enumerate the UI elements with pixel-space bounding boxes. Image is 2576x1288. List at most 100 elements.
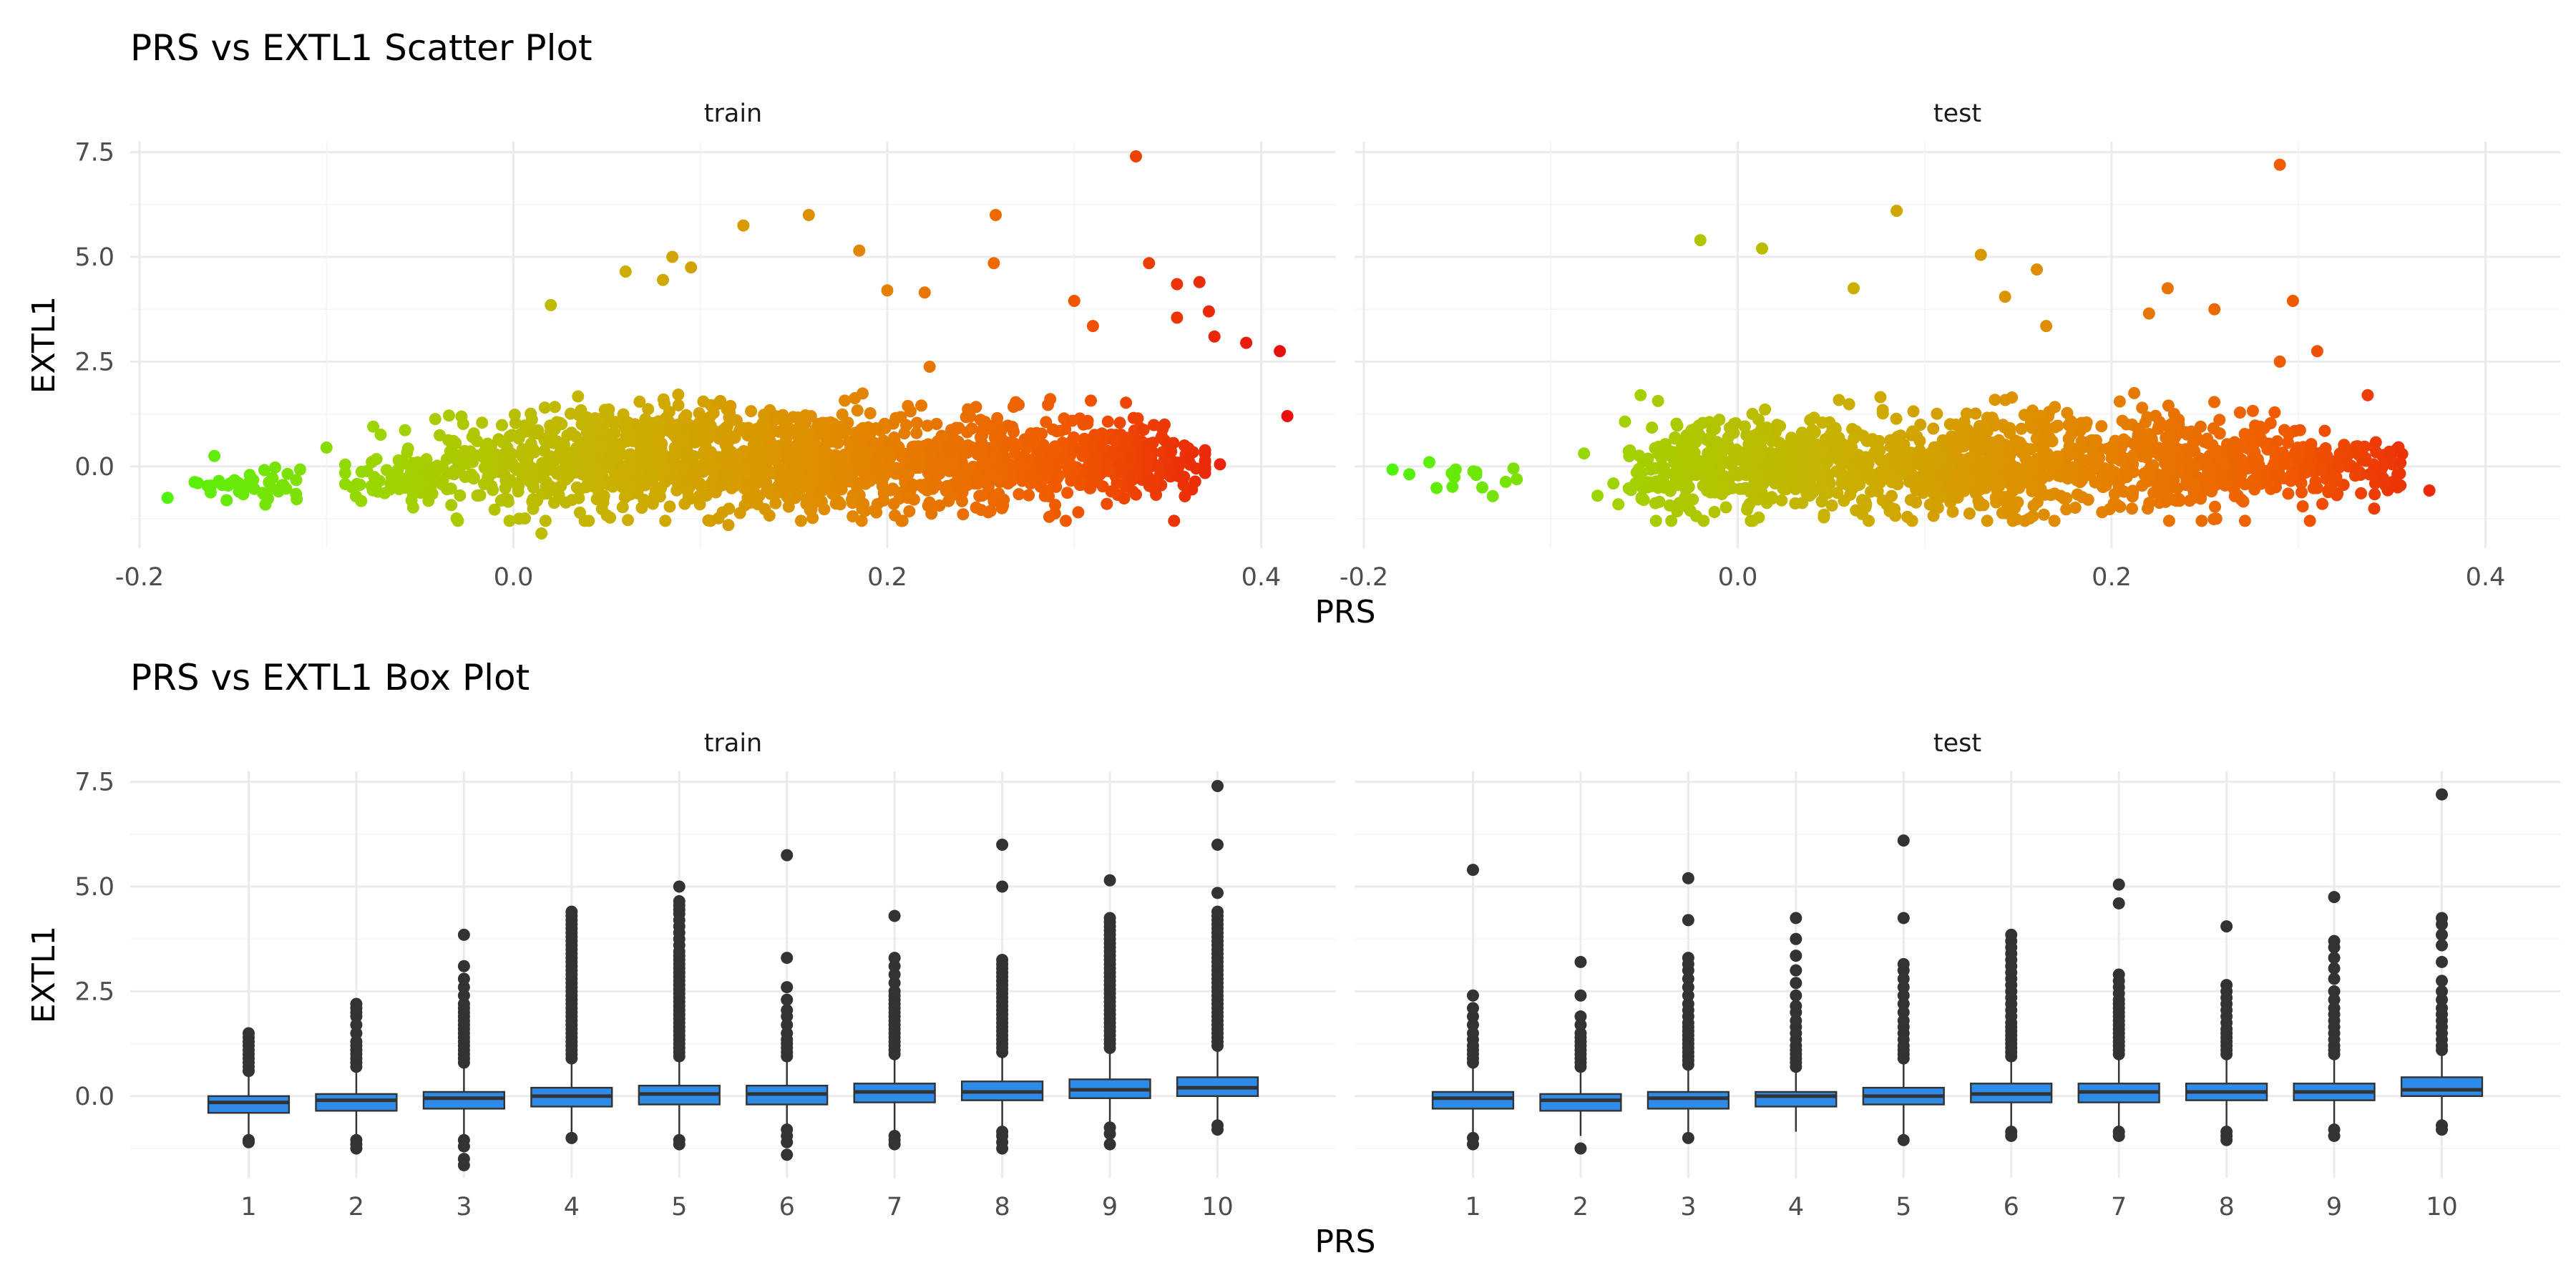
scatter-point <box>1765 492 1778 505</box>
box-outlier <box>1466 989 1479 1002</box>
scatter-point <box>1446 480 1459 493</box>
scatter-point <box>855 514 868 527</box>
scatter-point <box>1971 447 1984 459</box>
scatter-point <box>2048 514 2061 527</box>
scatter-plot-title: PRS vs EXTL1 Scatter Plot <box>130 27 592 69</box>
box-5 <box>1862 834 1945 1146</box>
scatter-point <box>1649 514 1662 527</box>
scatter-point <box>1756 242 1768 255</box>
scatter-point <box>1812 443 1825 456</box>
scatter-point <box>1884 434 1896 447</box>
scatter-point <box>2333 461 2346 474</box>
scatter-point <box>2298 467 2311 479</box>
scatter-point <box>649 430 662 442</box>
scatter-point <box>915 399 928 412</box>
scatter-point <box>192 477 204 489</box>
box-outlier <box>2436 975 2449 987</box>
scatter-point <box>541 459 554 472</box>
scatter-point <box>1010 396 1023 409</box>
scatter-point <box>392 454 405 467</box>
scatter-point <box>1634 389 1647 401</box>
scatter-point <box>213 474 225 487</box>
box-outlier <box>1897 1014 1910 1027</box>
scatter-point <box>1690 462 1703 474</box>
scatter-point <box>2147 487 2160 499</box>
scatter-point <box>2218 457 2230 470</box>
box-outlier <box>1790 1000 1802 1013</box>
scatter-point <box>467 456 479 468</box>
box-outlier <box>350 1142 363 1155</box>
scatter-point <box>1690 509 1702 522</box>
scatter-point <box>1624 484 1637 497</box>
box-panel-test-boxes <box>1431 788 2484 1155</box>
scatter-point <box>1936 488 1948 501</box>
box-outlier <box>888 977 901 990</box>
box-panel-train-boxes <box>207 779 1259 1171</box>
box-1 <box>1431 864 1515 1151</box>
scatter-point <box>725 430 738 443</box>
box-outlier <box>1897 997 1910 1010</box>
box-outlier <box>673 1138 686 1151</box>
scatter-point <box>1096 438 1108 451</box>
scatter-point <box>290 474 303 487</box>
box-outlier <box>2436 1002 2449 1015</box>
scatter-point <box>877 480 889 493</box>
scatter-point <box>839 424 852 437</box>
scatter-point <box>574 483 587 496</box>
scatter-point <box>1827 428 1840 441</box>
box-outlier <box>781 981 794 994</box>
scatter-point <box>871 464 884 477</box>
box-3 <box>1646 872 1730 1144</box>
scatter-point <box>1151 459 1164 472</box>
scatter-point <box>1883 473 1896 485</box>
scatter-point <box>769 497 782 509</box>
x-tick-label: 8 <box>2218 1193 2234 1221</box>
scatter-point <box>2029 421 2042 434</box>
scatter-point <box>1240 336 1253 349</box>
scatter-point <box>1981 438 1994 451</box>
scatter-point <box>921 419 934 432</box>
scatter-point <box>2244 431 2256 444</box>
box-outlier <box>2328 1129 2341 1142</box>
box-outlier <box>1103 912 1116 924</box>
scatter-point <box>525 407 537 420</box>
scatter-point <box>1719 501 1732 514</box>
scatter-point <box>1789 439 1802 452</box>
scatter-point <box>2213 414 2226 426</box>
scatter-point <box>449 452 462 465</box>
box-4 <box>1755 912 1838 1132</box>
scatter-point <box>728 469 741 482</box>
box-10 <box>2400 788 2484 1136</box>
scatter-point <box>2226 468 2239 481</box>
scatter-point <box>859 504 872 517</box>
scatter-point <box>1906 426 1918 439</box>
scatter-point <box>1126 471 1138 483</box>
x-tick-label: 0.0 <box>1718 563 1758 592</box>
scatter-point <box>1721 483 1734 496</box>
scatter-point <box>1078 432 1091 445</box>
box-body <box>1646 1091 1730 1110</box>
scatter-point <box>1486 489 1499 502</box>
scatter-point <box>2161 282 2174 295</box>
box-1 <box>207 1027 291 1148</box>
scatter-point <box>1038 489 1051 502</box>
scatter-point <box>2004 421 2016 434</box>
scatter-point <box>2320 450 2333 463</box>
scatter-point <box>2226 449 2239 462</box>
scatter-point <box>1665 514 1678 527</box>
scatter-point <box>2338 439 2351 452</box>
scatter-point <box>445 499 458 512</box>
scatter-point <box>796 431 809 444</box>
scatter-point <box>1727 426 1740 439</box>
scatter-point <box>1850 425 1863 438</box>
scatter-point <box>1886 451 1899 464</box>
scatter-point <box>1657 461 1670 474</box>
scatter-point <box>639 479 652 492</box>
box-outlier <box>1790 912 1802 924</box>
scatter-point <box>1918 480 1930 493</box>
scatter-point <box>1914 419 1927 431</box>
box-outlier <box>781 849 794 862</box>
scatter-point <box>1511 473 1523 486</box>
box-outlier <box>2436 955 2449 968</box>
scatter-point <box>1815 495 1828 508</box>
